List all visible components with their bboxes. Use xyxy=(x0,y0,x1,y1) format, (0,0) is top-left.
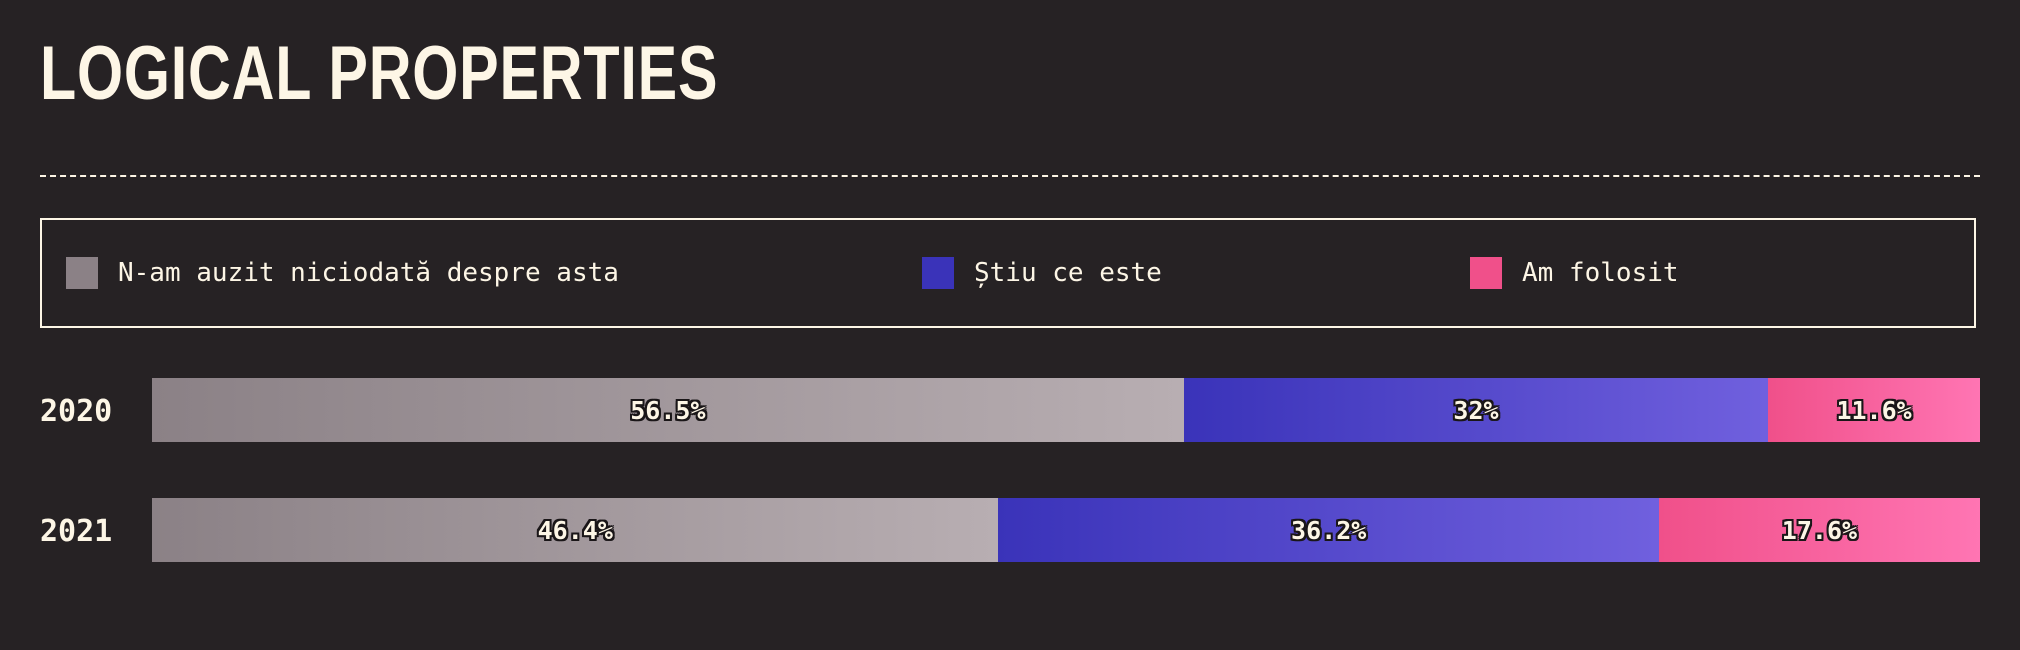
legend-item-know-what-it-is: Știu ce este xyxy=(922,256,1162,290)
bar-segment-2020-know-what-it-is: 32% xyxy=(1183,378,1769,442)
legend-label-used-it: Am folosit xyxy=(1522,258,1679,288)
bar-track-2020: 56.5% 32% 11.6% xyxy=(152,378,1980,442)
legend-swatch-know-what-it-is xyxy=(922,257,954,289)
chart-title: LOGICAL PROPERTIES xyxy=(40,31,719,116)
legend-swatch-never-heard xyxy=(66,257,98,289)
bar-segment-2021-know-what-it-is: 36.2% xyxy=(998,498,1659,562)
bar-segment-2020-never-heard: 56.5% xyxy=(152,378,1184,442)
legend-label-never-heard: N-am auzit niciodată despre asta xyxy=(118,258,619,288)
title-divider xyxy=(40,175,1980,177)
legend-item-used-it: Am folosit xyxy=(1470,256,1679,290)
bar-segment-2020-used-it: 11.6% xyxy=(1768,378,1980,442)
chart-legend: N-am auzit niciodată despre asta Știu ce… xyxy=(40,218,1976,328)
legend-item-never-heard: N-am auzit niciodată despre asta xyxy=(66,256,619,290)
bar-value-label-2020-never-heard: 56.5% xyxy=(630,395,706,425)
bar-value-label-2021-know-what-it-is: 36.2% xyxy=(1291,515,1367,545)
bar-segment-2021-never-heard: 46.4% xyxy=(152,498,999,562)
bar-segment-2021-used-it: 17.6% xyxy=(1658,498,1980,562)
row-label-2021: 2021 xyxy=(40,514,113,549)
bar-value-label-2021-never-heard: 46.4% xyxy=(537,515,613,545)
bar-track-2021: 46.4% 36.2% 17.6% xyxy=(152,498,1980,562)
legend-swatch-used-it xyxy=(1470,257,1502,289)
bar-value-label-2021-used-it: 17.6% xyxy=(1781,515,1858,545)
legend-label-know-what-it-is: Știu ce este xyxy=(974,258,1162,288)
bar-value-label-2020-used-it: 11.6% xyxy=(1836,395,1912,425)
row-label-2020: 2020 xyxy=(40,394,113,429)
bar-value-label-2020-know-what-it-is: 32% xyxy=(1453,395,1499,425)
